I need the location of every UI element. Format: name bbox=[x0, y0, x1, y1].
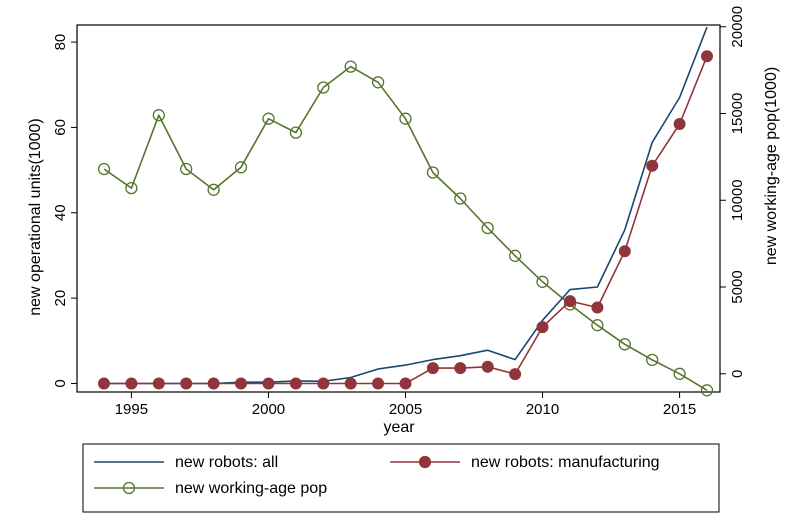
x-tick-label: 2010 bbox=[526, 401, 559, 418]
data-point-new-robots-manufacturing bbox=[125, 377, 138, 390]
data-point-new-robots-manufacturing bbox=[536, 321, 549, 334]
data-point-new-working-age-pop bbox=[700, 384, 714, 397]
data-point-new-robots-manufacturing bbox=[180, 377, 193, 390]
legend: new robots: all new robots: manufacturin… bbox=[82, 443, 720, 513]
data-point-new-working-age-pop bbox=[646, 353, 659, 367]
x-tick-label: 2000 bbox=[252, 401, 285, 418]
x-axis: 1995 2000 2005 2010 2015 bbox=[115, 392, 696, 418]
data-point-new-robots-manufacturing bbox=[317, 377, 330, 390]
plot-area-border bbox=[76, 24, 721, 393]
left-y-axis: 0 20 40 60 80 bbox=[52, 34, 77, 388]
data-point-new-working-age-pop bbox=[399, 112, 412, 125]
data-point-new-working-age-pop bbox=[618, 338, 631, 351]
right-y-tick-label: 0 bbox=[729, 370, 746, 378]
legend-label-robots-manufacturing: new robots: manufacturing bbox=[471, 454, 660, 471]
data-point-new-robots-manufacturing bbox=[207, 377, 220, 390]
right-y-axis: 0 5000 10000 15000 20000 bbox=[720, 6, 746, 378]
data-point-new-robots-manufacturing bbox=[673, 118, 686, 130]
data-point-new-working-age-pop bbox=[481, 221, 494, 235]
legend-marker-working-age-pop bbox=[122, 481, 136, 495]
plot-frame bbox=[76, 24, 721, 393]
data-point-new-robots-manufacturing bbox=[454, 362, 467, 375]
series-new-robots-manufacturing bbox=[98, 50, 713, 390]
data-point-new-working-age-pop bbox=[454, 192, 467, 205]
data-point-new-working-age-pop bbox=[536, 275, 549, 288]
x-tick-label: 1995 bbox=[115, 401, 148, 418]
data-point-new-robots-manufacturing bbox=[564, 295, 576, 308]
data-point-new-working-age-pop bbox=[289, 126, 303, 139]
data-point-new-robots-manufacturing bbox=[701, 50, 713, 63]
data-point-new-robots-manufacturing bbox=[152, 377, 165, 390]
data-point-new-working-age-pop bbox=[371, 76, 385, 89]
data-point-new-robots-manufacturing bbox=[481, 360, 494, 373]
data-point-new-robots-manufacturing bbox=[289, 377, 302, 390]
data-point-new-working-age-pop bbox=[97, 162, 111, 176]
series-new-working-age-pop bbox=[97, 60, 714, 397]
data-point-new-robots-manufacturing bbox=[98, 377, 110, 390]
data-point-new-robots-manufacturing bbox=[646, 159, 659, 172]
data-point-new-working-age-pop bbox=[262, 112, 275, 125]
data-point-new-working-age-pop bbox=[673, 367, 686, 380]
left-y-tick-label: 60 bbox=[52, 119, 69, 136]
data-point-new-robots-manufacturing bbox=[618, 245, 631, 258]
data-point-new-working-age-pop bbox=[508, 249, 522, 262]
legend-box bbox=[82, 443, 720, 513]
data-point-new-robots-manufacturing bbox=[426, 362, 439, 375]
right-y-tick-label: 15000 bbox=[729, 93, 746, 135]
data-point-new-working-age-pop bbox=[591, 319, 604, 332]
data-point-new-working-age-pop bbox=[426, 166, 440, 179]
data-point-new-robots-manufacturing bbox=[399, 377, 412, 390]
series-layer bbox=[97, 26, 714, 397]
data-point-new-working-age-pop bbox=[317, 81, 330, 94]
right-y-tick-label: 5000 bbox=[729, 270, 746, 303]
data-point-new-robots-manufacturing bbox=[262, 377, 275, 390]
data-point-new-robots-manufacturing bbox=[344, 377, 357, 390]
legend-label-robots-all: new robots: all bbox=[175, 454, 278, 471]
left-y-tick-label: 80 bbox=[52, 34, 69, 51]
data-point-new-robots-manufacturing bbox=[372, 377, 385, 390]
data-point-new-working-age-pop bbox=[180, 162, 193, 176]
data-point-new-working-age-pop bbox=[152, 109, 165, 122]
data-point-new-robots-manufacturing bbox=[509, 368, 522, 381]
data-point-new-working-age-pop bbox=[344, 60, 357, 73]
series-line-new-working-age-pop bbox=[103, 65, 708, 391]
x-axis-title: year bbox=[383, 419, 415, 436]
data-point-new-robots-manufacturing bbox=[235, 377, 247, 390]
right-y-tick-label: 20000 bbox=[729, 6, 746, 48]
left-y-tick-label: 40 bbox=[52, 204, 69, 221]
data-point-new-robots-manufacturing bbox=[591, 301, 604, 314]
right-y-tick-label: 10000 bbox=[729, 179, 746, 221]
x-tick-label: 2005 bbox=[389, 401, 422, 418]
data-point-new-working-age-pop bbox=[234, 161, 248, 174]
x-tick-label: 2015 bbox=[663, 401, 696, 418]
left-y-tick-label: 20 bbox=[52, 290, 69, 307]
data-point-new-working-age-pop bbox=[207, 183, 220, 196]
legend-item-working-age-pop: new working-age pop bbox=[94, 480, 327, 497]
legend-item-robots-manufacturing: new robots: manufacturing bbox=[390, 454, 660, 471]
legend-item-robots-all: new robots: all bbox=[94, 454, 278, 471]
right-y-axis-title: new working-age pop(1000) bbox=[763, 67, 780, 265]
left-y-tick-label: 0 bbox=[52, 379, 69, 387]
legend-label-working-age-pop: new working-age pop bbox=[175, 480, 327, 497]
left-y-axis-title: new operational units(1000) bbox=[27, 118, 44, 315]
legend-marker-robots-manufacturing bbox=[418, 455, 432, 469]
data-point-new-working-age-pop bbox=[125, 181, 138, 195]
